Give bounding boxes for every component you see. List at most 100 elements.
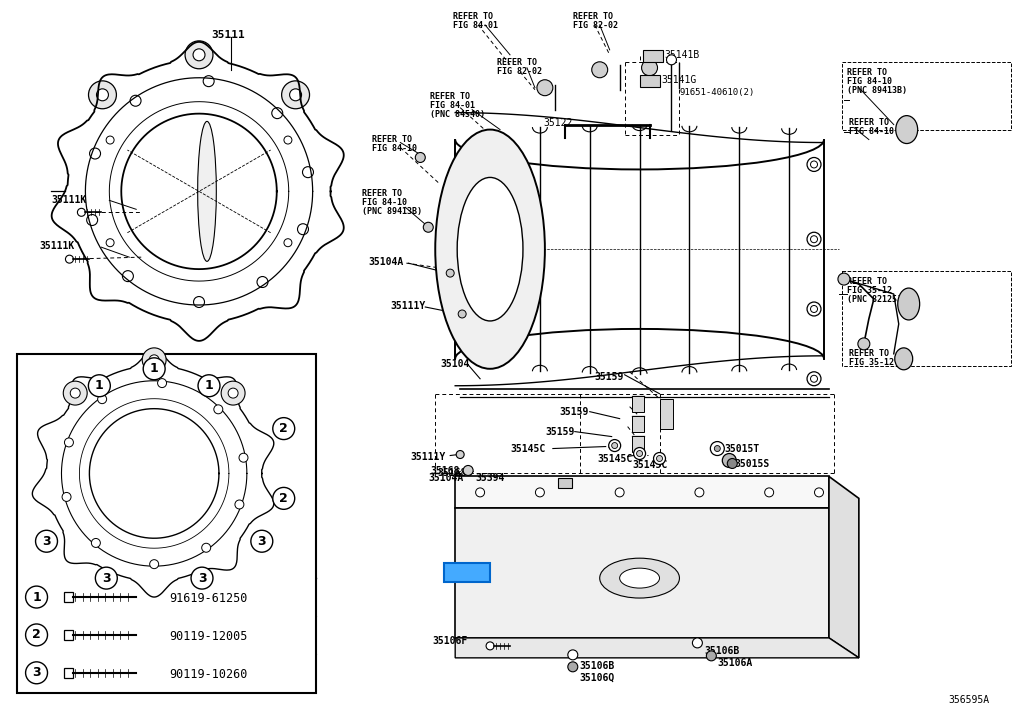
Text: 35106B: 35106B xyxy=(580,661,615,671)
Ellipse shape xyxy=(435,129,545,369)
Circle shape xyxy=(26,624,47,646)
Circle shape xyxy=(416,153,425,163)
Circle shape xyxy=(239,453,248,462)
Text: 35015S: 35015S xyxy=(734,459,769,469)
Circle shape xyxy=(615,488,625,497)
Circle shape xyxy=(251,530,272,552)
Text: 35104: 35104 xyxy=(440,359,470,369)
Text: 35104A: 35104A xyxy=(428,474,464,484)
Text: 35111Y: 35111Y xyxy=(390,301,426,311)
Circle shape xyxy=(536,488,545,497)
Text: 35111K: 35111K xyxy=(40,241,75,251)
Polygon shape xyxy=(456,638,859,658)
Text: REFER TO: REFER TO xyxy=(847,68,887,77)
Circle shape xyxy=(302,167,313,177)
Text: 35141B: 35141B xyxy=(665,49,699,60)
Bar xyxy=(16,354,315,693)
Bar xyxy=(632,396,643,411)
Text: REFER TO: REFER TO xyxy=(849,117,889,127)
Circle shape xyxy=(66,255,74,263)
Circle shape xyxy=(486,642,494,650)
Circle shape xyxy=(463,465,473,475)
Circle shape xyxy=(653,452,666,464)
Circle shape xyxy=(123,271,133,281)
Ellipse shape xyxy=(600,559,680,598)
Polygon shape xyxy=(456,508,829,638)
Circle shape xyxy=(537,80,553,95)
Text: 35145C: 35145C xyxy=(510,443,545,454)
Circle shape xyxy=(194,49,205,61)
Circle shape xyxy=(290,89,301,101)
Circle shape xyxy=(807,302,821,316)
Text: FIG 84-10: FIG 84-10 xyxy=(849,127,894,136)
Circle shape xyxy=(568,662,578,672)
Text: 356595A: 356595A xyxy=(948,695,990,705)
Text: 35159: 35159 xyxy=(560,407,589,416)
Circle shape xyxy=(475,488,484,497)
Circle shape xyxy=(423,222,433,232)
Circle shape xyxy=(727,459,737,469)
Circle shape xyxy=(96,89,109,101)
Text: 35394: 35394 xyxy=(475,474,505,484)
Circle shape xyxy=(71,388,80,398)
Circle shape xyxy=(282,81,309,109)
Circle shape xyxy=(191,567,213,589)
Text: 2: 2 xyxy=(32,629,41,641)
Circle shape xyxy=(656,455,663,462)
Text: REFER TO: REFER TO xyxy=(362,189,402,199)
Circle shape xyxy=(568,650,578,660)
Circle shape xyxy=(87,214,97,226)
Text: 35106B: 35106B xyxy=(705,646,739,656)
Circle shape xyxy=(36,530,57,552)
Circle shape xyxy=(185,41,213,69)
Circle shape xyxy=(284,239,292,247)
Circle shape xyxy=(858,338,869,350)
Circle shape xyxy=(142,348,166,372)
Circle shape xyxy=(26,662,47,684)
Text: 35106F: 35106F xyxy=(432,636,468,646)
Circle shape xyxy=(95,567,118,589)
Circle shape xyxy=(298,223,308,235)
Text: FIG 35-12: FIG 35-12 xyxy=(849,358,894,367)
Bar xyxy=(65,630,74,640)
Circle shape xyxy=(637,450,643,457)
Circle shape xyxy=(807,372,821,386)
Polygon shape xyxy=(829,477,859,658)
Text: 35106Q: 35106Q xyxy=(580,673,615,683)
Bar xyxy=(842,271,1012,366)
Bar xyxy=(558,479,571,489)
Ellipse shape xyxy=(896,116,918,144)
Bar xyxy=(632,436,643,452)
Circle shape xyxy=(65,438,74,447)
Text: FIG 84-10: FIG 84-10 xyxy=(362,199,408,207)
Circle shape xyxy=(284,136,292,144)
Polygon shape xyxy=(456,477,829,508)
Circle shape xyxy=(711,442,724,455)
Text: (PNC 89413B): (PNC 89413B) xyxy=(362,207,423,216)
Circle shape xyxy=(695,488,703,497)
Circle shape xyxy=(458,310,466,318)
Circle shape xyxy=(838,273,850,285)
Text: 91619-61250: 91619-61250 xyxy=(169,592,248,605)
Circle shape xyxy=(272,418,295,440)
Circle shape xyxy=(89,148,100,159)
Text: 35141G: 35141G xyxy=(662,75,696,85)
Text: FIG 84-01: FIG 84-01 xyxy=(430,100,475,110)
Text: REFER TO: REFER TO xyxy=(430,92,470,100)
Circle shape xyxy=(106,136,114,144)
Text: 90119-10260: 90119-10260 xyxy=(169,668,248,681)
Text: 35159: 35159 xyxy=(545,426,574,437)
Circle shape xyxy=(198,375,220,397)
Circle shape xyxy=(811,305,817,312)
Text: 35168: 35168 xyxy=(430,467,460,477)
Text: 35111K: 35111K xyxy=(51,195,87,205)
Circle shape xyxy=(202,543,211,552)
Text: FIG 84-01: FIG 84-01 xyxy=(454,21,499,30)
Text: 35106: 35106 xyxy=(449,567,482,577)
Text: REFER TO: REFER TO xyxy=(849,349,889,358)
Text: 35015T: 35015T xyxy=(724,443,760,454)
Ellipse shape xyxy=(895,348,912,370)
Circle shape xyxy=(143,358,165,380)
Text: 1: 1 xyxy=(150,362,159,375)
Text: FIG 35-12: FIG 35-12 xyxy=(847,286,892,295)
